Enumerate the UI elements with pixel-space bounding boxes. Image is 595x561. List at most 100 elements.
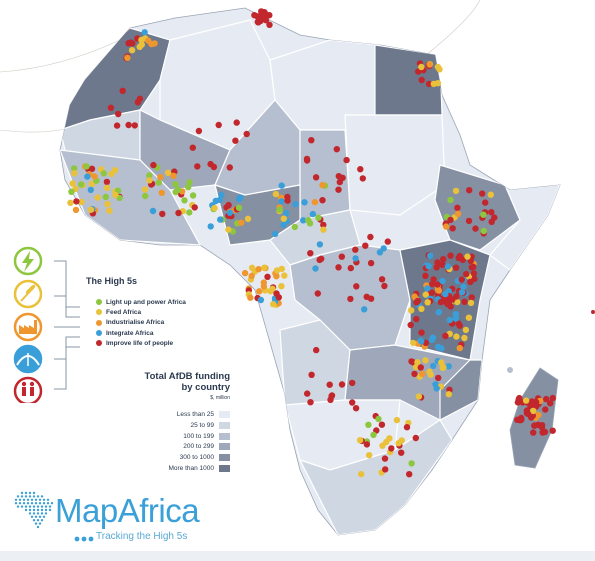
project-dot [103, 184, 111, 191]
project-dot [479, 190, 486, 197]
project-dot [422, 291, 429, 298]
logo-dot [24, 508, 28, 512]
project-dot [352, 255, 359, 262]
project-dot [316, 241, 324, 248]
project-dot [357, 166, 364, 173]
logo-dot [40, 512, 44, 515]
project-dot [393, 416, 401, 424]
factory-icon [13, 312, 43, 342]
project-dot [465, 217, 473, 225]
project-dot [70, 165, 78, 172]
project-dot [417, 364, 424, 371]
project-dot [358, 470, 365, 478]
project-dot [413, 315, 420, 323]
project-dot [435, 309, 442, 316]
project-dot [71, 170, 78, 177]
logo-dot [34, 522, 38, 525]
logo-dot [36, 508, 40, 512]
logo-dot [34, 498, 38, 501]
project-dot [270, 301, 277, 308]
project-dot [442, 332, 449, 340]
logo-dot [24, 491, 28, 495]
project-dot [215, 121, 222, 129]
funding-bin-swatch [219, 454, 230, 462]
logo-dot [28, 508, 32, 512]
project-dot [460, 283, 467, 290]
project-dot [278, 182, 285, 189]
project-dot [362, 242, 369, 249]
project-dot [430, 362, 437, 370]
bottom-band [0, 551, 595, 561]
project-dot [347, 295, 354, 303]
project-dot [338, 381, 346, 388]
logo-dot [28, 512, 32, 515]
project-dot [439, 277, 446, 285]
project-dot [141, 29, 148, 36]
project-dot [403, 424, 411, 431]
project-dot [541, 428, 549, 436]
logo-dot [46, 498, 50, 501]
project-dot [418, 338, 425, 345]
project-dot [515, 396, 522, 403]
project-dot [91, 173, 98, 180]
project-dot [258, 8, 265, 15]
project-dot [273, 273, 280, 280]
project-dot [278, 265, 285, 273]
legend-label: Improve life of people [106, 339, 174, 347]
region-somalia [489, 184, 560, 271]
project-dot [424, 299, 431, 306]
project-dot [480, 211, 487, 218]
region-egypt [374, 44, 443, 116]
project-dot [164, 169, 172, 176]
project-dot [307, 250, 314, 257]
project-dot [375, 415, 382, 423]
project-dot [395, 440, 402, 447]
funding-bin-label: 25 to 99 [190, 422, 215, 430]
project-dot [312, 265, 319, 272]
project-dot [157, 173, 164, 181]
logo-dot [16, 495, 20, 498]
project-dot [68, 188, 75, 195]
project-dot [433, 385, 440, 392]
project-dot [440, 364, 447, 371]
region-mozambique [439, 359, 483, 421]
project-dot [191, 204, 198, 211]
project-dot [318, 255, 325, 262]
project-dot [398, 449, 405, 456]
project-dot [307, 399, 314, 406]
logo-dot [32, 495, 36, 498]
project-dot [446, 316, 453, 324]
project-dot [256, 288, 263, 295]
funding-bin-label: 300 to 1000 [179, 454, 214, 462]
lightning-bolt-icon [13, 246, 43, 276]
funding-bin: 200 to 299 [150, 443, 230, 451]
legend-dot [96, 329, 102, 336]
logo-dot [44, 505, 48, 508]
project-dot [128, 47, 136, 54]
project-dot [113, 122, 121, 129]
project-dot [87, 186, 95, 194]
project-dot [238, 219, 245, 226]
project-dot [411, 370, 418, 378]
project-dot [305, 217, 312, 224]
project-dot [347, 264, 354, 272]
project-dot [320, 226, 327, 233]
project-dot [149, 207, 157, 215]
project-dot [428, 289, 436, 296]
legend-label: Integrate Africa [106, 329, 154, 337]
project-dot [424, 285, 431, 292]
logo-dot [34, 515, 38, 518]
project-dot [488, 218, 495, 225]
project-dot [468, 264, 475, 271]
funding-bin: 25 to 99 [150, 421, 230, 430]
project-dot [88, 165, 96, 172]
project-dot [303, 157, 311, 164]
legend-item: Improve life of people [96, 340, 173, 347]
project-dot [418, 329, 425, 336]
project-dot [335, 186, 342, 193]
project-dot [426, 368, 433, 375]
project-dot [412, 363, 420, 371]
project-dot [232, 137, 239, 144]
connector-line [54, 295, 80, 318]
